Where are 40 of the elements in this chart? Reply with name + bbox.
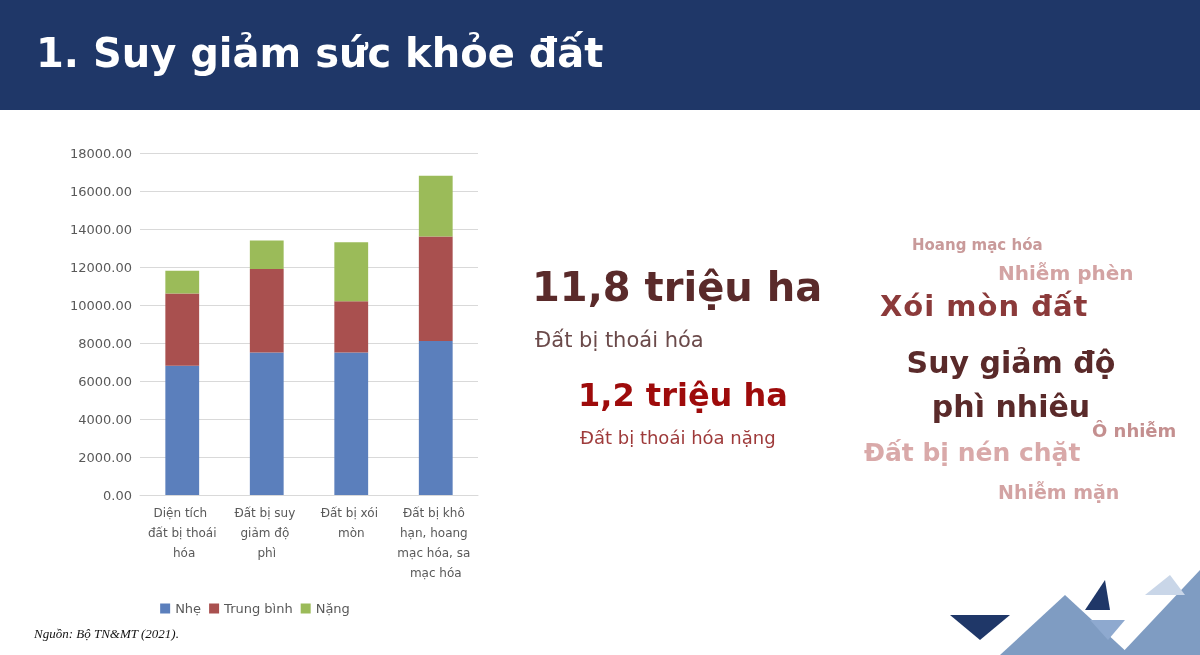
text: Đất bị nén chặt	[864, 438, 1081, 467]
bar	[418, 175, 453, 237]
legend-label: Nặng	[315, 601, 350, 616]
x-tick-label: Đất bị xói mòn	[320, 506, 382, 540]
text: Nguồn: Bộ TN&MT (2021).	[34, 626, 179, 642]
bar	[334, 352, 369, 495]
y-tick-label: 4000.00	[78, 411, 132, 427]
bar	[249, 240, 284, 269]
text: Nhiễm phèn	[998, 261, 1134, 285]
text: 11,8 triệu ha	[532, 264, 823, 310]
x-tick-label: Diện tích đất bị thoái hóa	[147, 506, 217, 560]
bar	[165, 293, 200, 366]
bar	[249, 268, 284, 353]
legend-label: Trung bình	[223, 601, 293, 616]
text: Nhiễm mặn	[998, 481, 1120, 503]
y-tick-label: 2000.00	[78, 449, 132, 465]
bar	[418, 236, 453, 342]
bar	[249, 352, 284, 495]
y-tick-label: 6000.00	[78, 373, 132, 389]
y-tick-label: 8000.00	[78, 335, 132, 351]
y-tick-label: 14000.00	[69, 221, 132, 237]
y-tick-label: 16000.00	[69, 183, 132, 199]
text: Đất bị thoái hóa nặng	[580, 427, 776, 448]
text: Hoang mạc hóa	[912, 236, 1043, 254]
text: 1,2 triệu ha	[578, 376, 788, 414]
text: Xói mòn đất	[880, 289, 1089, 323]
bar	[165, 270, 200, 294]
y-tick-label: 18000.00	[69, 145, 132, 161]
text: Đất bị thoái hóa	[535, 328, 704, 352]
chart-title: 1. Suy giảm sức khỏe đất	[36, 30, 604, 76]
bar	[165, 365, 200, 495]
x-tick-label: Đất bị khô hạn, hoang mạc hóa, sa mạc hóa	[397, 506, 475, 580]
legend-label: Nhẹ	[175, 601, 202, 616]
bar	[334, 301, 369, 353]
y-tick-label: 0.00	[103, 487, 132, 503]
bar	[334, 242, 369, 302]
bar	[418, 341, 453, 495]
y-tick-label: 10000.00	[69, 297, 132, 313]
y-tick-label: 12000.00	[69, 259, 132, 275]
x-tick-label: Đất bị suy giảm độ phì	[234, 506, 300, 560]
